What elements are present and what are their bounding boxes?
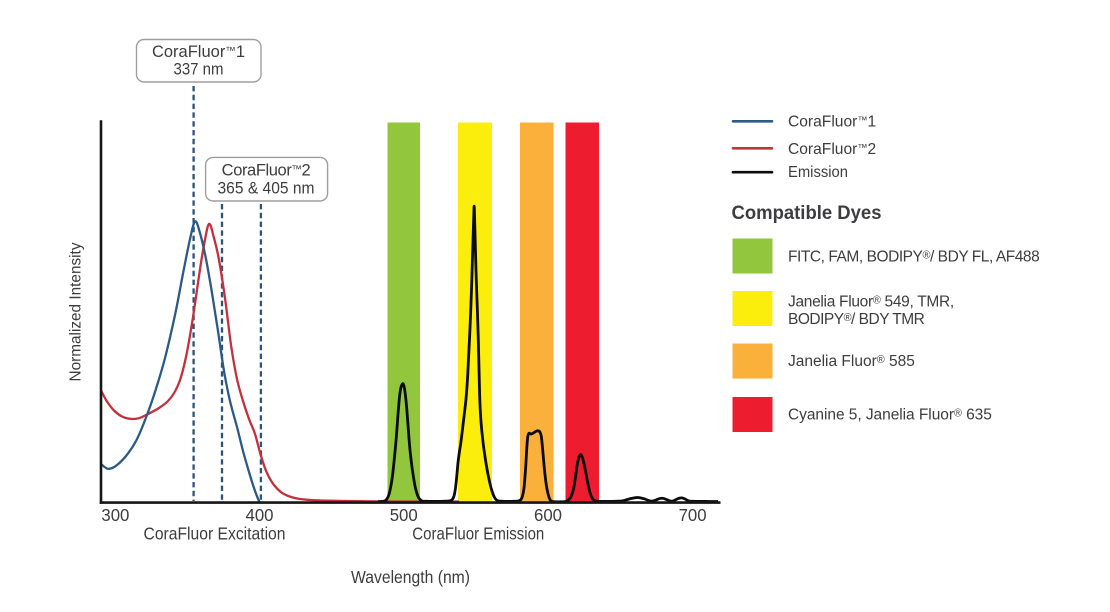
svg-text:CoraFluor Excitation: CoraFluor Excitation	[144, 524, 286, 544]
svg-text:Emission: Emission	[788, 164, 848, 181]
svg-text:Compatible Dyes: Compatible Dyes	[732, 202, 882, 224]
svg-text:Cyanine 5, Janelia Fluor® 635: Cyanine 5, Janelia Fluor® 635	[788, 406, 992, 423]
svg-text:CoraFluor™1: CoraFluor™1	[152, 43, 245, 61]
svg-text:300: 300	[101, 505, 129, 525]
svg-text:CoraFluor™2: CoraFluor™2	[222, 162, 311, 180]
svg-text:Wavelength (nm): Wavelength (nm)	[351, 567, 470, 587]
svg-text:400: 400	[246, 505, 274, 525]
svg-text:FITC, FAM, BODIPY®/ BDY FL, AF: FITC, FAM, BODIPY®/ BDY FL, AF488	[788, 248, 1039, 265]
svg-text:CoraFluor Emission: CoraFluor Emission	[412, 524, 544, 544]
svg-text:500: 500	[390, 505, 418, 525]
svg-text:600: 600	[534, 505, 562, 525]
svg-text:CoraFluor™2: CoraFluor™2	[788, 141, 876, 158]
svg-text:Normalized Intensity: Normalized Intensity	[68, 242, 85, 381]
svg-text:CoraFluor™1: CoraFluor™1	[788, 113, 876, 130]
svg-text:Janelia Fluor® 585: Janelia Fluor® 585	[788, 353, 915, 370]
svg-text:700: 700	[679, 505, 707, 525]
svg-text:337 nm: 337 nm	[174, 61, 224, 79]
svg-text:BODIPY®/ BDY TMR: BODIPY®/ BDY TMR	[788, 311, 925, 328]
svg-text:365 & 405 nm: 365 & 405 nm	[218, 180, 315, 198]
svg-text:Janelia Fluor® 549, TMR,: Janelia Fluor® 549, TMR,	[788, 294, 954, 311]
